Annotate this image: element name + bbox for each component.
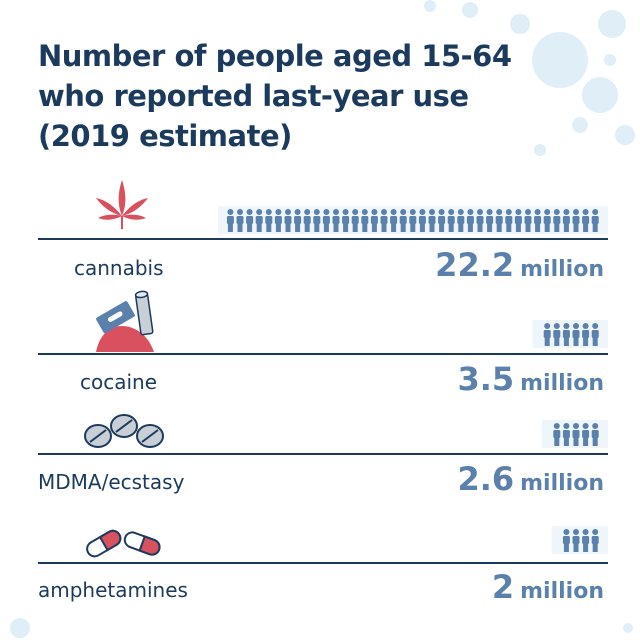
value-unit: million [520, 371, 604, 396]
row-mdma: MDMA/ecstasy 2.6 million [0, 398, 640, 518]
person-icon [447, 209, 455, 232]
value-number: 22.2 [435, 246, 515, 284]
person-icon [255, 209, 263, 232]
value-cannabis: 22.2 million [435, 246, 604, 284]
row-divider [38, 353, 608, 355]
person-icon [399, 209, 407, 232]
person-icon [543, 209, 551, 232]
person-icon [582, 423, 590, 446]
person-icon [553, 323, 561, 346]
person-icon [361, 209, 369, 232]
people-bar-background [551, 526, 608, 554]
cannabis-leaf-icon [96, 180, 148, 229]
value-amphetamines: 2 million [492, 568, 604, 606]
people-bar [218, 206, 608, 234]
row-divider [38, 238, 608, 240]
person-icon [428, 209, 436, 232]
title-line-3: (2019 estimate) [38, 119, 292, 153]
person-icon [572, 423, 580, 446]
person-icon [524, 209, 532, 232]
person-icon [543, 323, 551, 346]
person-icon [370, 209, 378, 232]
person-icon [294, 209, 302, 232]
person-icon [562, 423, 570, 446]
pills-icon [84, 414, 164, 448]
person-icon [303, 209, 311, 232]
person-icon [514, 209, 522, 232]
person-icon [236, 209, 244, 232]
person-icon [572, 529, 580, 552]
chart-title: Number of people aged 15-64 who reported… [38, 36, 558, 156]
person-icon [572, 323, 580, 346]
person-icon [486, 209, 494, 232]
row-cocaine: cocaine 3.5 million [0, 284, 640, 404]
value-unit: million [520, 471, 604, 496]
person-icon [562, 209, 570, 232]
label-cocaine: cocaine [80, 370, 158, 394]
person-icon [562, 529, 570, 552]
value-unit: million [520, 257, 604, 282]
person-icon [246, 209, 254, 232]
capsules-icon [86, 529, 161, 558]
person-icon [418, 209, 426, 232]
person-icon [226, 209, 234, 232]
person-icon [534, 209, 542, 232]
person-icon [476, 209, 484, 232]
person-icon [582, 323, 590, 346]
person-icon [495, 209, 503, 232]
value-number: 3.5 [457, 360, 515, 398]
value-mdma: 2.6 million [457, 460, 604, 498]
person-icon [322, 209, 330, 232]
value-number: 2.6 [457, 460, 515, 498]
person-icon [591, 209, 599, 232]
person-icon [390, 209, 398, 232]
person-icon [591, 423, 599, 446]
person-icon [457, 209, 465, 232]
people-bar [532, 320, 608, 348]
person-icon [591, 529, 599, 552]
person-icon [553, 209, 561, 232]
person-icon [591, 323, 599, 346]
value-unit: million [520, 579, 604, 604]
person-icon [380, 209, 388, 232]
row-divider [38, 453, 608, 455]
person-icon [284, 209, 292, 232]
person-icon [274, 209, 282, 232]
person-icon [332, 209, 340, 232]
person-icon [351, 209, 359, 232]
label-cannabis: cannabis [74, 256, 164, 280]
person-icon [342, 209, 350, 232]
cocaine-razor-pile-icon [96, 290, 154, 352]
person-icon [265, 209, 273, 232]
row-amphetamines: amphetamines 2 million [0, 512, 640, 632]
value-number: 2 [491, 568, 515, 606]
person-icon [582, 209, 590, 232]
label-mdma: MDMA/ecstasy [38, 470, 185, 494]
people-bar [542, 420, 608, 448]
person-icon [553, 423, 561, 446]
person-icon [572, 209, 580, 232]
row-cannabis: cannabis 22.2 million [0, 170, 640, 290]
title-line-1: Number of people aged 15-64 [38, 39, 512, 73]
title-line-2: who reported last-year use [38, 79, 469, 113]
person-icon [466, 209, 474, 232]
label-amphetamines: amphetamines [38, 578, 188, 602]
person-icon [438, 209, 446, 232]
row-divider [38, 562, 608, 564]
person-icon [582, 529, 590, 552]
value-cocaine: 3.5 million [457, 360, 604, 398]
people-bar [551, 526, 608, 554]
person-icon [409, 209, 417, 232]
person-icon [505, 209, 513, 232]
person-icon [313, 209, 321, 232]
person-icon [562, 323, 570, 346]
